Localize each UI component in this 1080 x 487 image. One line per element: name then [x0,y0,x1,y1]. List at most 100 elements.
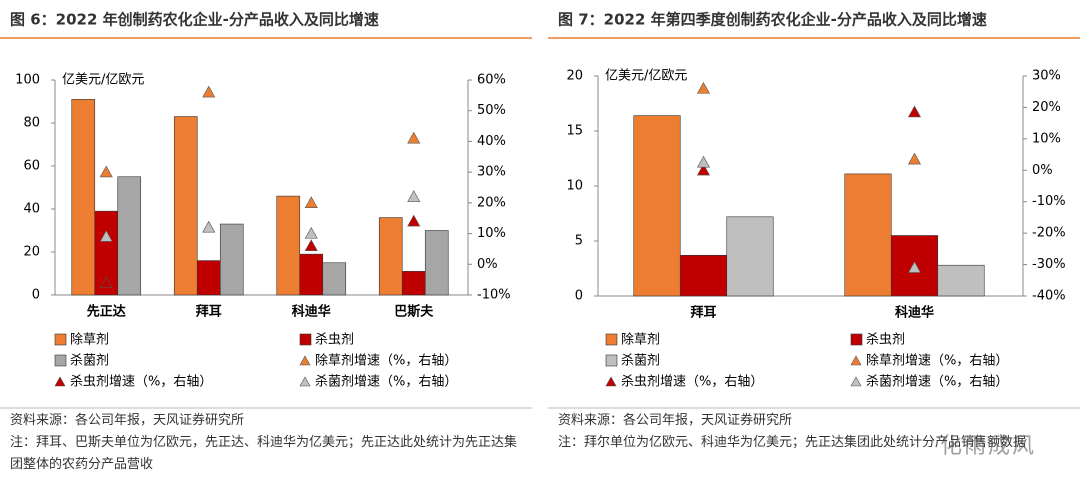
x-tick-label: 科迪华 [895,305,934,321]
growth-marker [907,261,922,273]
chart-panel: 图 7：2022 年第四季度创制药农化企业-分产品收入及同比增速亿美元/亿欧元 0… [548,0,1080,487]
growth-marker [304,196,318,208]
legend-marker [299,333,312,346]
watermark: 化雨成风 [940,434,1037,459]
y2-tick-label: 30% [477,165,506,180]
source-note: 资料来源：各公司年报，天风证券研究所 [10,413,245,428]
y2-tick-label: -10% [477,288,511,303]
bar [219,223,244,296]
chart-panel: 图 6：2022 年创制药农化企业-分产品收入及同比增速亿美元/亿欧元 0 20 40… [0,0,532,487]
bar [196,260,221,296]
x-tick-label: 拜耳 [690,305,716,321]
chart-title: 图 6：2022 年创制药农化企业-分产品收入及同比增速 [10,11,379,29]
y-unit: 亿美元/亿欧元 [62,73,144,88]
growth-marker [304,226,318,239]
y2-tick-label: 20% [477,195,506,210]
y-unit: 亿美元/亿欧元 [605,69,687,84]
legend-marker [605,376,617,387]
y-tick-label: 5 [575,234,583,249]
y-tick-label: 100 [15,73,40,88]
legend-label: 杀菌剂增速（%，右轴） [866,375,1008,390]
growth-marker [407,190,421,202]
y2-tick-label: 20% [1032,100,1061,115]
bar [276,195,301,296]
y2-tick-label: 0% [477,257,498,272]
growth-marker [907,105,922,118]
y-tick-label: 40 [23,202,40,217]
x-tick-label: 先正达 [87,304,126,320]
bar [173,116,198,296]
legend-marker [54,333,67,346]
growth-marker [407,131,421,144]
y-tick-label: 10 [566,179,583,194]
legend-label: 杀虫剂增速（%，右轴） [621,375,763,390]
y2-tick-label: -20% [1032,226,1066,241]
bar [378,217,403,296]
y-tick-label: 80 [23,116,40,131]
legend-label: 除草剂 [621,333,660,348]
y2-tick-label: -40% [1032,289,1066,304]
y-tick-label: 20 [23,245,40,260]
legend-marker [850,333,863,346]
legend-marker [605,354,618,367]
y2-tick-label: 60% [477,73,506,88]
growth-marker [696,81,711,94]
x-tick-label: 科迪华 [292,304,331,320]
legend-marker [299,376,311,387]
y2-tick-label: 40% [477,134,506,149]
growth-marker [407,214,421,227]
bar [890,235,939,297]
growth-marker [99,276,113,288]
footnote: 注：拜耳、巴斯夫单位为亿欧元，先正达、科迪华为亿美元；先正达此处统计为先正达集团… [10,435,518,472]
bar [633,115,681,297]
legend-marker [605,333,618,346]
y2-tick-label: 10% [477,226,506,241]
bar [117,176,142,296]
source-note: 资料来源：各公司年报，天风证券研究所 [558,413,793,428]
bar [726,216,774,297]
bar [299,253,324,296]
growth-marker [304,239,318,251]
growth-marker [202,220,216,233]
legend-marker [54,376,66,387]
x-tick-label: 巴斯夫 [394,304,434,320]
bar [937,264,985,297]
y2-tick-label: 10% [1032,131,1061,146]
legend-label: 杀虫剂 [866,333,905,348]
legend-label: 除草剂增速（%，右轴） [866,354,1008,369]
y2-tick-label: -30% [1032,257,1066,272]
growth-marker [696,155,711,168]
bar [679,255,728,297]
legend-label: 除草剂 [70,333,109,348]
y-tick-label: 0 [575,289,583,304]
legend-marker [850,376,862,387]
legend-label: 除草剂增速（%，右轴） [315,354,457,369]
legend-label: 杀菌剂增速（%，右轴） [315,375,457,390]
growth-marker [99,230,113,242]
legend-label: 杀虫剂 [315,333,354,348]
bar [844,173,892,297]
footnote: 注：拜尔单位为亿欧元、科迪华为亿美元；先正达集团此处统计分产品销售额数据 [558,435,1027,450]
bar [401,271,426,296]
y2-tick-label: 30% [1032,69,1061,84]
x-tick-label: 拜耳 [196,304,222,320]
bar [424,230,449,296]
y-tick-label: 20 [566,69,583,84]
y2-tick-label: -10% [1032,194,1066,209]
legend-marker [299,355,311,366]
growth-marker [99,165,113,178]
y2-tick-label: 50% [477,103,506,118]
bar [322,262,347,296]
y-tick-label: 0 [32,288,40,303]
legend-label: 杀菌剂 [70,354,109,369]
growth-marker [696,163,711,176]
bar [71,99,96,296]
y-tick-label: 15 [566,124,583,139]
chart-title: 图 7：2022 年第四季度创制药农化企业-分产品收入及同比增速 [558,11,987,29]
growth-marker [907,152,922,165]
growth-marker [202,85,216,98]
legend-label: 杀虫剂增速（%，右轴） [70,375,212,390]
